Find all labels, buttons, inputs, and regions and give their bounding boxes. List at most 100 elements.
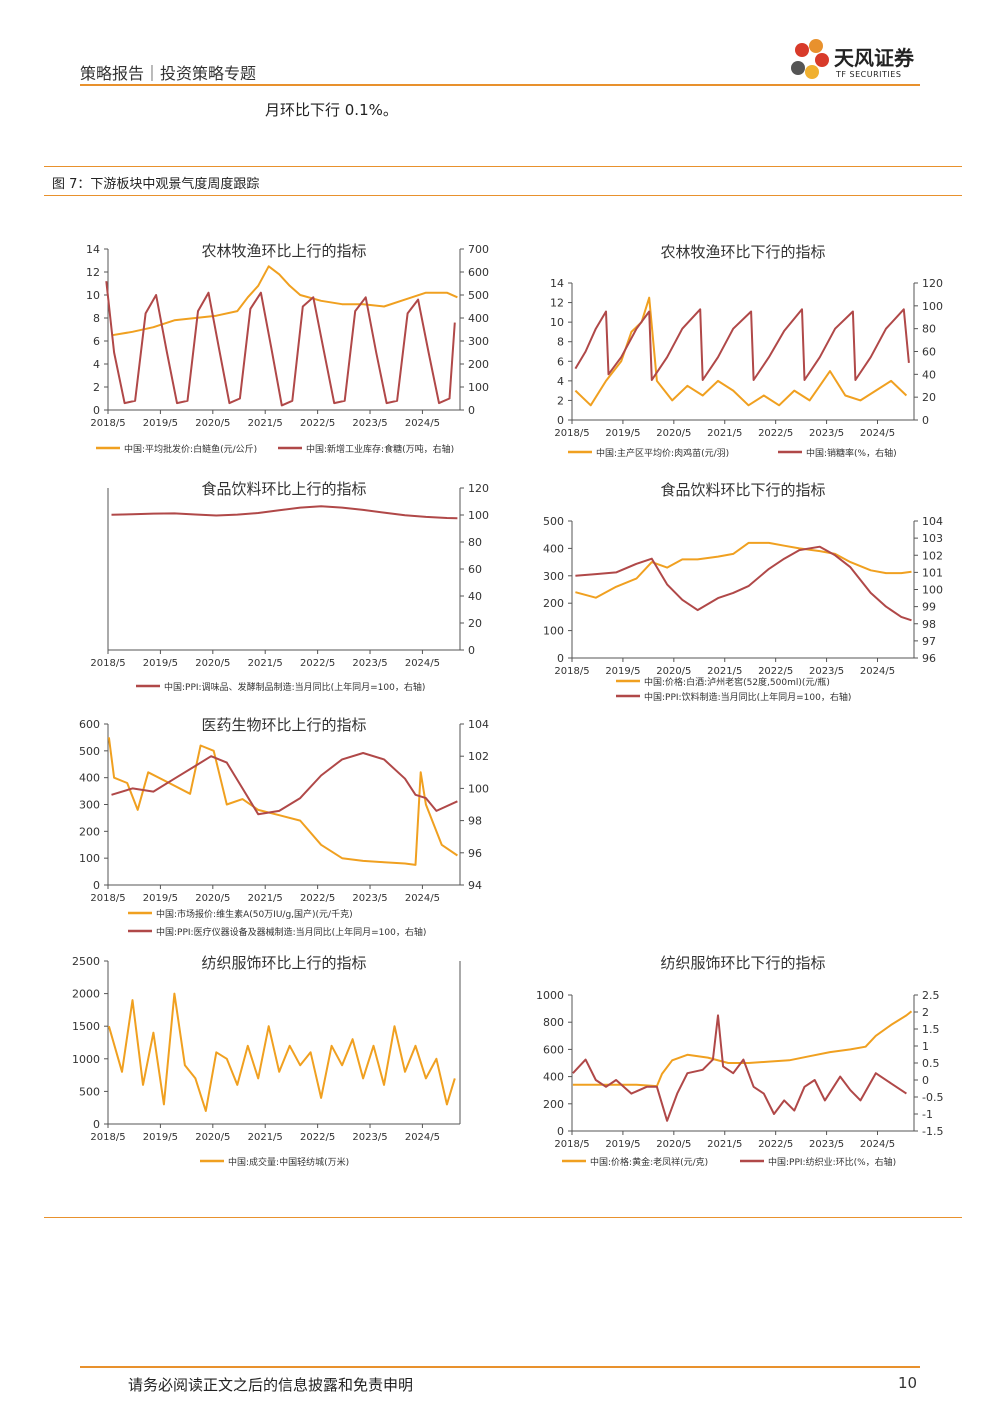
- chart-c7: 纺织服饰环比下行的指标 2018/5 2019/5 2020/5 2021/5 2022/…: [536, 954, 943, 1168]
- x-tick-label: 2020/5: [195, 418, 230, 429]
- figure-bottom-divider: [44, 1217, 962, 1218]
- series-line-0: [111, 265, 458, 337]
- left-tick-label: 6: [557, 355, 564, 368]
- right-tick-label: 0: [922, 414, 929, 427]
- logo-text-cn: 天风证券: [834, 46, 914, 70]
- series-line-0: [575, 541, 912, 599]
- chart-c6: 纺织服饰环比上行的指标 2018/5 2019/5 2020/5 2021/5 2022/…: [72, 954, 461, 1168]
- chart-c3: 食品饮料环比上行的指标 2018/5 2019/5 2020/5 2021/5 2022/…: [90, 480, 489, 693]
- chart-title: 纺织服饰环比下行的指标: [660, 954, 825, 972]
- left-tick-label: 200: [79, 825, 100, 838]
- right-tick-label: 97: [922, 635, 936, 648]
- right-tick-label: 96: [922, 652, 936, 665]
- left-tick-label: 200: [543, 1098, 564, 1111]
- x-tick-label: 2023/5: [352, 658, 387, 669]
- left-tick-label: 8: [93, 312, 100, 325]
- x-tick-label: 2019/5: [143, 1132, 178, 1143]
- series-line-0: [107, 992, 456, 1112]
- x-tick-label: 2023/5: [352, 1132, 387, 1143]
- x-tick-label: 2021/5: [248, 1132, 283, 1143]
- legend-label: 中国:新增工业库存:食糖(万吨，右轴): [306, 443, 454, 455]
- chart-c2: 农林牧渔环比下行的指标 2018/5 2019/5 2020/5 2021/5 2022/…: [550, 243, 943, 459]
- left-tick-label: 14: [86, 243, 100, 256]
- x-tick-label: 2018/5: [90, 658, 125, 669]
- x-tick-label: 2022/5: [300, 658, 335, 669]
- chart-title: 食品饮料环比上行的指标: [201, 480, 366, 498]
- left-tick-label: 2500: [72, 955, 100, 968]
- legend-label: 中国:主产区平均价:肉鸡苗(元/羽): [596, 447, 729, 459]
- left-tick-label: 400: [543, 542, 564, 555]
- x-tick-label: 2020/5: [656, 428, 691, 439]
- chart-c5: 医药生物环比上行的指标 2018/5 2019/5 2020/5 2021/5 2022/…: [79, 716, 489, 938]
- right-tick-label: 200: [468, 358, 489, 371]
- series-line-1: [575, 545, 912, 622]
- x-tick-label: 2023/5: [352, 893, 387, 904]
- right-tick-label: 20: [468, 617, 482, 630]
- chart-title: 食品饮料环比下行的指标: [660, 481, 825, 499]
- report-header: 策略报告｜投资策略专题: [80, 64, 257, 83]
- x-tick-label: 2020/5: [656, 666, 691, 677]
- right-tick-label: 0: [468, 644, 475, 657]
- x-tick-label: 2020/5: [195, 658, 230, 669]
- left-tick-label: 300: [79, 799, 100, 812]
- left-tick-label: 2: [93, 381, 100, 394]
- right-tick-label: 1: [922, 1040, 929, 1053]
- x-tick-label: 2024/5: [405, 418, 440, 429]
- x-tick-label: 2022/5: [300, 893, 335, 904]
- left-tick-label: 400: [543, 1071, 564, 1084]
- series-line-0: [111, 505, 458, 520]
- x-tick-label: 2019/5: [143, 893, 178, 904]
- x-tick-label: 2020/5: [656, 1139, 691, 1150]
- right-tick-label: 120: [468, 482, 489, 495]
- right-tick-label: 60: [922, 346, 936, 359]
- right-tick-label: 100: [468, 782, 489, 795]
- x-tick-label: 2019/5: [605, 1139, 640, 1150]
- figure-top-divider: [44, 166, 962, 167]
- chart-c1: 农林牧渔环比上行的指标 2018/5 2019/5 2020/5 2021/5 2022/…: [86, 242, 489, 455]
- legend-label: 中国:价格:黄金:老凤祥(元/克): [590, 1156, 708, 1168]
- left-tick-label: 800: [543, 1016, 564, 1029]
- left-tick-label: 4: [93, 358, 100, 371]
- x-tick-label: 2018/5: [90, 1132, 125, 1143]
- x-tick-label: 2019/5: [605, 666, 640, 677]
- x-tick-label: 2024/5: [860, 666, 895, 677]
- x-tick-label: 2019/5: [143, 418, 178, 429]
- left-tick-label: 4: [557, 375, 564, 388]
- right-tick-label: 100: [468, 381, 489, 394]
- legend-label: 中国:PPI:调味品、发酵制品制造:当月同比(上年同月=100，右轴): [164, 681, 425, 693]
- x-tick-label: 2018/5: [554, 428, 589, 439]
- right-tick-label: 40: [922, 368, 936, 381]
- left-tick-label: 12: [550, 297, 564, 310]
- left-tick-label: 300: [543, 570, 564, 583]
- right-tick-label: 104: [922, 515, 943, 528]
- x-tick-label: 2018/5: [90, 418, 125, 429]
- flower-logo-icon: [791, 39, 829, 79]
- x-tick-label: 2021/5: [707, 428, 742, 439]
- figure-title: 图 7：下游板块中观景气度周度跟踪: [52, 177, 260, 192]
- left-tick-label: 1000: [536, 989, 564, 1002]
- x-tick-label: 2021/5: [707, 1139, 742, 1150]
- x-tick-label: 2021/5: [248, 893, 283, 904]
- series-line-0: [572, 1010, 913, 1088]
- right-tick-label: 2: [922, 1006, 929, 1019]
- right-tick-label: 94: [468, 879, 482, 892]
- x-tick-label: 2021/5: [707, 666, 742, 677]
- right-tick-label: 80: [922, 323, 936, 336]
- x-tick-label: 2023/5: [809, 1139, 844, 1150]
- right-tick-label: 98: [468, 815, 482, 828]
- chart-title: 纺织服饰环比上行的指标: [201, 954, 366, 972]
- legend-label: 中国:PPI:饮料制造:当月同比(上年同月=100，右轴): [644, 691, 851, 703]
- x-tick-label: 2024/5: [860, 1139, 895, 1150]
- right-tick-label: 600: [468, 266, 489, 279]
- right-tick-label: 0.5: [922, 1057, 940, 1070]
- left-tick-label: 6: [93, 335, 100, 348]
- right-tick-label: 300: [468, 335, 489, 348]
- series-line-1: [574, 308, 910, 381]
- right-tick-label: 100: [468, 509, 489, 522]
- series-line-1: [105, 281, 456, 407]
- x-tick-label: 2022/5: [300, 1132, 335, 1143]
- right-tick-label: 102: [468, 750, 489, 763]
- x-tick-label: 2019/5: [605, 428, 640, 439]
- left-tick-label: 12: [86, 266, 100, 279]
- left-tick-label: 1000: [72, 1053, 100, 1066]
